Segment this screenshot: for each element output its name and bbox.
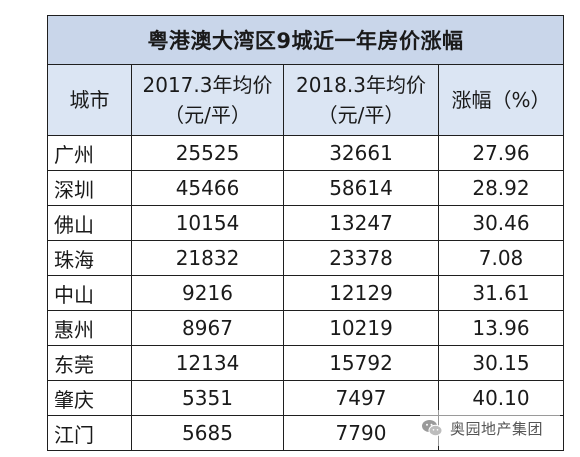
table-row: 珠海 21832 23378 7.08 xyxy=(47,240,564,276)
cell-price-2017: 25525 xyxy=(131,135,284,171)
header-price-2017-line2: （元/平） xyxy=(164,103,251,127)
cell-city: 佛山 xyxy=(47,205,132,241)
wechat-icon xyxy=(422,420,443,437)
table-row: 中山 9216 12129 31.61 xyxy=(47,275,564,311)
cell-price-2017: 5351 xyxy=(131,380,284,416)
cell-price-2018: 58614 xyxy=(283,170,439,206)
cell-growth: 31.61 xyxy=(438,275,564,311)
cell-price-2018: 32661 xyxy=(283,135,439,171)
cell-price-2018: 12129 xyxy=(283,275,439,311)
watermark: 奥园地产集团 xyxy=(420,410,560,446)
cell-city: 东莞 xyxy=(47,345,132,381)
table-row: 深圳 45466 58614 28.92 xyxy=(47,170,564,206)
cell-city: 珠海 xyxy=(47,240,132,276)
cell-price-2018: 13247 xyxy=(283,205,439,241)
table-row: 江门 5685 7790 xyxy=(47,415,564,451)
cell-price-2017: 12134 xyxy=(131,345,284,381)
watermark-text: 奥园地产集团 xyxy=(450,419,544,438)
header-row: 城市 2017.3年均价 （元/平） 2018.3年均价 （元/平） 涨幅（%） xyxy=(47,64,564,136)
header-city-label: 城市 xyxy=(69,88,110,112)
cell-price-2018: 7497 xyxy=(283,380,439,416)
cell-city: 中山 xyxy=(47,275,132,311)
cell-price-2017: 45466 xyxy=(131,170,284,206)
cell-growth: 30.15 xyxy=(438,345,564,381)
cell-growth: 27.96 xyxy=(438,135,564,171)
cell-city: 江门 xyxy=(47,415,132,451)
header-growth: 涨幅（%） xyxy=(438,64,564,136)
cell-price-2018: 7790 xyxy=(283,415,439,451)
cell-growth: 30.46 xyxy=(438,205,564,241)
price-table: 粤港澳大湾区9城近一年房价涨幅 城市 2017.3年均价 （元/平） 2018.… xyxy=(47,15,564,451)
cell-city: 深圳 xyxy=(47,170,132,206)
price-table-container: 粤港澳大湾区9城近一年房价涨幅 城市 2017.3年均价 （元/平） 2018.… xyxy=(47,15,564,451)
cell-price-2017: 5685 xyxy=(131,415,284,451)
title-row: 粤港澳大湾区9城近一年房价涨幅 xyxy=(47,15,564,65)
header-city: 城市 xyxy=(47,64,132,136)
cell-growth: 7.08 xyxy=(438,240,564,276)
cell-price-2017: 8967 xyxy=(131,310,284,346)
header-price-2017: 2017.3年均价 （元/平） xyxy=(131,64,284,136)
header-price-2018-line1: 2018.3年均价 xyxy=(296,73,426,97)
cell-price-2017: 10154 xyxy=(131,205,284,241)
cell-price-2018: 10219 xyxy=(283,310,439,346)
cell-city: 惠州 xyxy=(47,310,132,346)
table-row: 广州 25525 32661 27.96 xyxy=(47,135,564,171)
cell-price-2018: 15792 xyxy=(283,345,439,381)
cell-price-2017: 9216 xyxy=(131,275,284,311)
cell-growth: 28.92 xyxy=(438,170,564,206)
table-row: 惠州 8967 10219 13.96 xyxy=(47,310,564,346)
header-price-2018-line2: （元/平） xyxy=(317,103,405,127)
cell-city: 肇庆 xyxy=(47,380,132,416)
cell-price-2017: 21832 xyxy=(131,240,284,276)
header-price-2018: 2018.3年均价 （元/平） xyxy=(283,64,439,136)
table-row: 佛山 10154 13247 30.46 xyxy=(47,205,564,241)
table-row: 东莞 12134 15792 30.15 xyxy=(47,345,564,381)
cell-price-2018: 23378 xyxy=(283,240,439,276)
header-growth-label: 涨幅（%） xyxy=(451,88,551,112)
header-price-2017-line1: 2017.3年均价 xyxy=(142,73,273,97)
cell-growth: 13.96 xyxy=(438,310,564,346)
cell-city: 广州 xyxy=(47,135,132,171)
table-title: 粤港澳大湾区9城近一年房价涨幅 xyxy=(47,15,564,65)
